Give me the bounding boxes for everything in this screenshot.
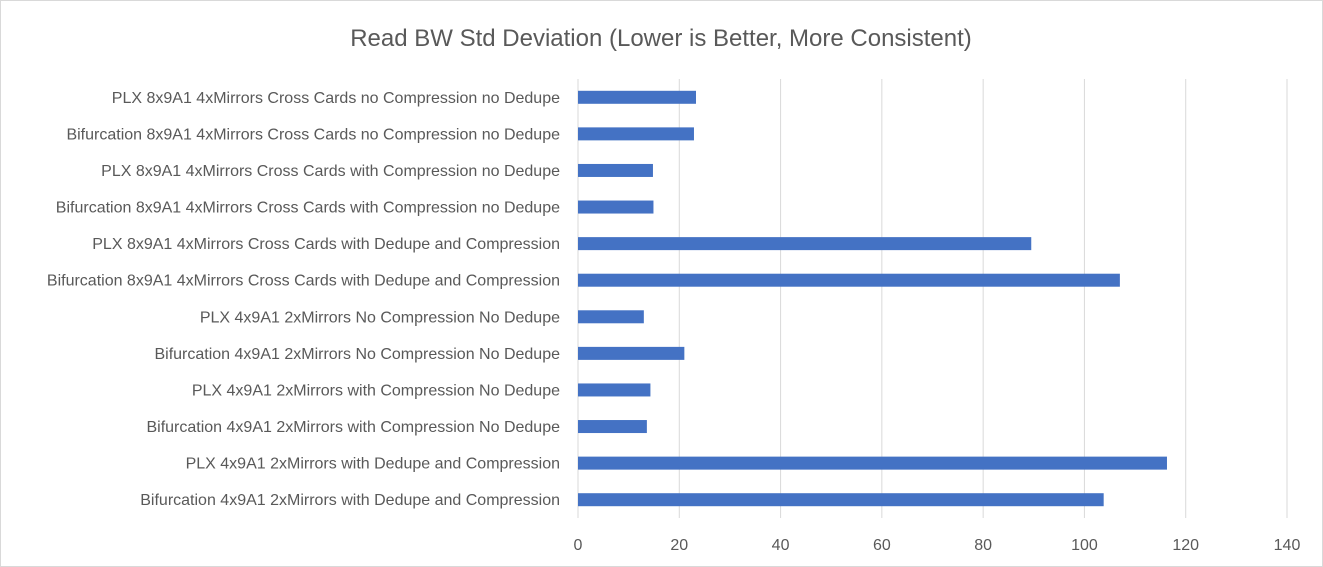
bar xyxy=(578,200,654,214)
bar xyxy=(578,310,644,324)
bar xyxy=(578,346,685,360)
bar xyxy=(578,383,651,397)
tick-label: 0 xyxy=(574,537,583,554)
category-label: PLX 8x9A1 4xMirrors Cross Cards no Compr… xyxy=(112,90,560,107)
bar xyxy=(578,273,1120,287)
tick-label: 40 xyxy=(772,537,790,554)
bar xyxy=(578,127,694,141)
chart-title: Read BW Std Deviation (Lower is Better, … xyxy=(350,25,972,52)
category-label: PLX 4x9A1 2xMirrors with Compression No … xyxy=(192,382,560,399)
bar xyxy=(578,493,1104,507)
bar xyxy=(578,163,653,177)
gridlines xyxy=(678,79,1288,518)
tick-label: 140 xyxy=(1274,537,1301,554)
category-label: Bifurcation 4x9A1 2xMirrors with Dedupe … xyxy=(140,492,560,509)
category-label: Bifurcation 8x9A1 4xMirrors Cross Cards … xyxy=(47,273,560,290)
category-label: PLX 4x9A1 2xMirrors No Compression No De… xyxy=(200,309,560,326)
tick-label: 120 xyxy=(1172,537,1199,554)
bar xyxy=(578,237,1032,251)
tick-label: 80 xyxy=(974,537,992,554)
category-label: PLX 4x9A1 2xMirrors with Dedupe and Comp… xyxy=(186,456,560,473)
category-label: Bifurcation 4x9A1 2xMirrors No Compressi… xyxy=(154,346,560,363)
bars xyxy=(578,90,1167,507)
bar xyxy=(578,456,1167,470)
category-labels: PLX 8x9A1 4xMirrors Cross Cards no Compr… xyxy=(47,90,560,509)
category-label: PLX 8x9A1 4xMirrors Cross Cards with Com… xyxy=(101,163,560,180)
category-label: Bifurcation 8x9A1 4xMirrors Cross Cards … xyxy=(66,126,560,143)
category-label: PLX 8x9A1 4xMirrors Cross Cards with Ded… xyxy=(92,236,560,253)
category-label: Bifurcation 8x9A1 4xMirrors Cross Cards … xyxy=(56,200,560,217)
tick-label: 20 xyxy=(670,537,688,554)
bar xyxy=(578,420,647,434)
tick-label: 60 xyxy=(873,537,891,554)
bar xyxy=(578,90,696,104)
value-tick-labels: 0 20 40 60 80 100 120 140 xyxy=(574,537,1301,554)
tick-label: 100 xyxy=(1071,537,1098,554)
category-label: Bifurcation 4x9A1 2xMirrors with Compres… xyxy=(146,419,560,436)
